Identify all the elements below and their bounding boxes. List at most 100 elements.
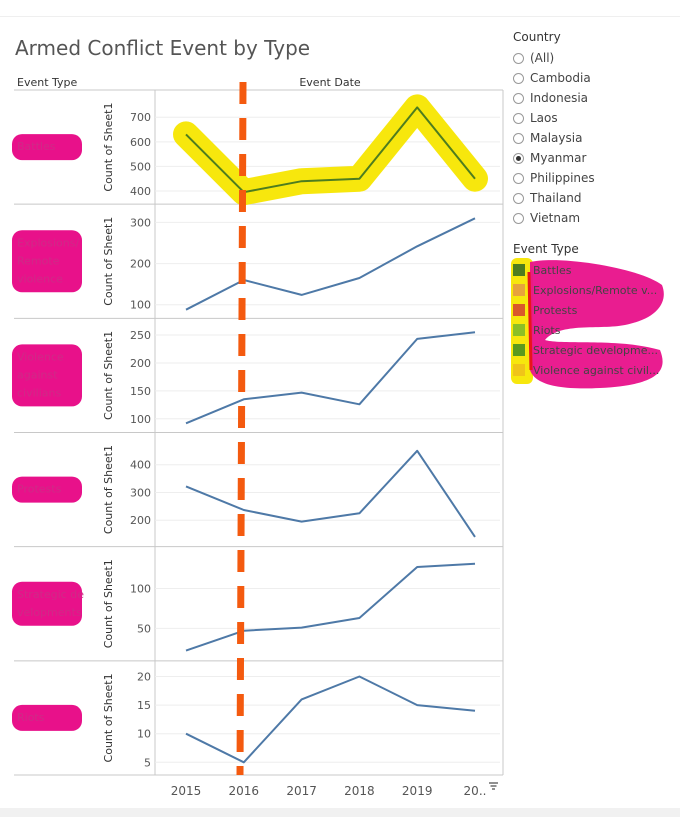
y-tick-label: 50 (137, 622, 151, 635)
top-rule (0, 16, 680, 17)
y-tick-label: 5 (144, 756, 151, 769)
y-tick-label: 300 (130, 216, 151, 229)
row-label: Strategic de velopments (17, 588, 84, 619)
legend-label: Strategic developme... (533, 343, 658, 357)
series-line (185, 562, 476, 652)
legend-highlight-pink (530, 260, 664, 389)
x-tick-label: 2015 (171, 784, 202, 798)
y-tick-label: 500 (130, 160, 151, 173)
y-tick-label: 100 (130, 583, 151, 596)
legend-item[interactable]: Protests (513, 300, 673, 320)
x-tick-label: 2016 (229, 784, 260, 798)
country-option-thailand[interactable]: Thailand (513, 188, 673, 208)
radio-button[interactable] (513, 192, 524, 204)
y-axis-label: Count of Sheet1 (102, 445, 115, 534)
row-label: Battles (17, 140, 56, 153)
country-option-label: Cambodia (530, 71, 591, 85)
x-tick-label: 2018 (344, 784, 375, 798)
country-option-indonesia[interactable]: Indonesia (513, 88, 673, 108)
panel-4: 50 100 Count of Sheet1 Strategic de velopmen… (12, 559, 503, 662)
radio-button[interactable] (513, 112, 524, 124)
country-option-label: Philippines (530, 171, 595, 185)
legend-label: Explosions/Remote v... (533, 283, 658, 297)
legend-highlight-red (527, 271, 533, 371)
row-label: Protests (17, 483, 62, 496)
panel-5: 5 10 15 20 Count of Sheet1 Riots (12, 671, 503, 776)
legend-swatch (513, 344, 525, 356)
bottom-bar (0, 808, 680, 817)
country-option-label: Myanmar (530, 151, 587, 165)
country-option-vietnam[interactable]: Vietnam (513, 208, 673, 228)
y-tick-label: 200 (130, 514, 151, 527)
x-tick-label: 2019 (402, 784, 433, 798)
radio-button[interactable] (513, 72, 524, 84)
legend-item[interactable]: Battles (513, 260, 673, 280)
country-filter-title: Country (513, 30, 561, 44)
legend-item[interactable]: Strategic developme... (513, 340, 673, 360)
row-label: Explosions/Remote violence (17, 236, 79, 285)
country-option-laos[interactable]: Laos (513, 108, 673, 128)
country-option-cambodia[interactable]: Cambodia (513, 68, 673, 88)
annotation-dashed-line (236, 81, 247, 776)
y-axis-label: Count of Sheet1 (102, 673, 115, 762)
sort-icon[interactable] (489, 782, 498, 790)
country-options: (All) Cambodia Indonesia Laos Malaysia Myanma… (513, 48, 673, 228)
y-tick-label: 300 (130, 486, 151, 499)
row-label-highlight (12, 704, 82, 731)
y-tick-label: 100 (130, 299, 151, 312)
legend-item[interactable]: Riots (513, 320, 673, 340)
country-option-philippines[interactable]: Philippines (513, 168, 673, 188)
country-option-label: Laos (530, 111, 558, 125)
country-option-label: Thailand (530, 191, 582, 205)
row-label-highlight (12, 134, 82, 161)
radio-button[interactable] (513, 52, 524, 64)
y-tick-label: 15 (137, 699, 151, 712)
y-tick-label: 400 (130, 459, 151, 472)
country-option--all-[interactable]: (All) (513, 48, 673, 68)
country-option-label: Indonesia (530, 91, 589, 105)
y-tick-label: 700 (130, 111, 151, 124)
radio-button[interactable] (513, 152, 524, 164)
y-tick-label: 600 (130, 136, 151, 149)
legend-item[interactable]: Explosions/Remote v... (513, 280, 673, 300)
row-label-highlight (12, 230, 82, 293)
y-tick-label: 150 (130, 385, 151, 398)
legend-item[interactable]: Violence against civil... (513, 360, 673, 380)
y-axis-label: Count of Sheet1 (102, 103, 115, 192)
legend-label: Violence against civil... (533, 363, 660, 377)
y-axis-label: Count of Sheet1 (102, 217, 115, 306)
series-line (185, 106, 476, 194)
x-tick-label: 2017 (286, 784, 317, 798)
radio-button[interactable] (513, 132, 524, 144)
legend-swatch (513, 364, 525, 376)
y-tick-label: 100 (130, 413, 151, 426)
panel-1: 100 200 300 Count of Sheet1 Explosions/Remot… (12, 216, 503, 319)
y-tick-label: 20 (137, 671, 151, 684)
country-option-myanmar[interactable]: Myanmar (513, 148, 673, 168)
row-label: Riots (17, 711, 45, 724)
row-label-highlight (12, 476, 82, 503)
panel-0: 400 500 600 700 Count of Sheet1 Battles (12, 94, 503, 206)
legend-swatch (513, 284, 525, 296)
y-tick-label: 10 (137, 728, 151, 741)
radio-button[interactable] (513, 172, 524, 184)
country-option-label: Malaysia (530, 131, 583, 145)
country-option-label: (All) (530, 51, 555, 65)
country-option-label: Vietnam (530, 211, 581, 225)
series-line (185, 217, 476, 311)
country-option-malaysia[interactable]: Malaysia (513, 128, 673, 148)
y-tick-label: 250 (130, 329, 151, 342)
country-filter: Country (All) Cambodia Indonesia Laos Malays… (513, 30, 673, 228)
y-tick-label: 200 (130, 258, 151, 271)
row-label: Violence against civilians (17, 350, 64, 399)
y-axis-label: Count of Sheet1 (102, 559, 115, 648)
legend-label: Riots (533, 323, 561, 337)
legend-title: Event Type (513, 242, 579, 256)
y-tick-label: 200 (130, 357, 151, 370)
radio-button[interactable] (513, 92, 524, 104)
panel-3: 200 300 400 Count of Sheet1 Protests (12, 445, 503, 548)
y-axis-label: Count of Sheet1 (102, 331, 115, 420)
radio-button[interactable] (513, 212, 524, 224)
row-label-highlight (12, 344, 82, 407)
